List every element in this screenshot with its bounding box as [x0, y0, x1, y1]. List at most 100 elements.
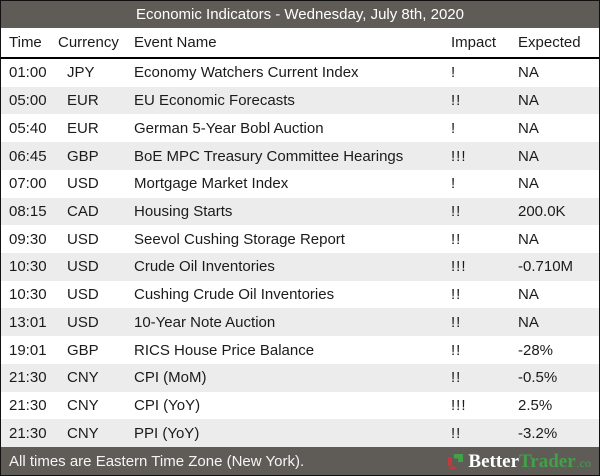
- table-row: 08:15 CAD Housing Starts !! 200.0K: [1, 197, 599, 226]
- cell-currency: CNY: [67, 396, 99, 414]
- cell-event: RICS House Price Balance: [134, 341, 315, 359]
- table-row: 21:30 CNY CPI (MoM) !! -0.5%: [1, 363, 599, 392]
- cell-expected: NA: [518, 313, 539, 331]
- cell-event: Housing Starts: [134, 202, 233, 220]
- cell-event: CPI (YoY): [134, 396, 201, 414]
- cell-currency: JPY: [67, 64, 95, 82]
- cell-expected: NA: [518, 286, 539, 304]
- table-row: 06:45 GBP BoE MPC Treasury Committee Hea…: [1, 142, 599, 170]
- table-row: 10:30 USD Cushing Crude Oil Inventories …: [1, 280, 599, 309]
- cell-currency: CNY: [67, 424, 99, 442]
- table-row: 21:30 CNY PPI (YoY) !! -3.2%: [1, 419, 599, 448]
- cell-impact: !!: [451, 313, 462, 331]
- cell-time: 06:45: [9, 147, 47, 165]
- bettertrader-logo[interactable]: Better Trader .co: [448, 452, 591, 471]
- cell-currency: GBP: [67, 341, 99, 359]
- cell-currency: USD: [67, 175, 99, 193]
- cell-expected: NA: [518, 175, 539, 193]
- timezone-note: All times are Eastern Time Zone (New Yor…: [9, 452, 305, 470]
- column-header-event: Event Name: [134, 34, 217, 51]
- cell-time: 09:30: [9, 230, 47, 248]
- cell-time: 19:01: [9, 341, 47, 359]
- cell-time: 10:30: [9, 286, 47, 304]
- cell-event: EU Economic Forecasts: [134, 92, 295, 110]
- table-row: 05:40 EUR German 5-Year Bobl Auction ! N…: [1, 114, 599, 143]
- column-header-time: Time: [9, 34, 42, 51]
- cell-time: 05:00: [9, 92, 47, 110]
- table-row: 05:00 EUR EU Economic Forecasts !! NA: [1, 86, 599, 115]
- cell-currency: USD: [67, 258, 99, 276]
- cell-expected: -0.5%: [518, 369, 558, 387]
- cell-expected: NA: [518, 230, 539, 248]
- cell-expected: NA: [518, 64, 539, 82]
- cell-expected: 200.0K: [518, 202, 566, 220]
- cell-impact: !: [451, 64, 457, 82]
- cell-expected: -0.710M: [518, 258, 574, 276]
- cell-impact: !!: [451, 369, 462, 387]
- table-body: 01:00 JPY Economy Watchers Current Index…: [1, 59, 599, 448]
- cell-currency: USD: [67, 313, 99, 331]
- cell-event: Cushing Crude Oil Inventories: [134, 286, 335, 304]
- cell-time: 21:30: [9, 369, 47, 387]
- page-title: Economic Indicators - Wednesday, July 8t…: [136, 6, 464, 23]
- cell-time: 21:30: [9, 424, 47, 442]
- cell-expected: NA: [518, 92, 539, 110]
- cell-expected: 2.5%: [518, 396, 553, 414]
- table-row: 21:30 CNY CPI (YoY) !!! 2.5%: [1, 391, 599, 420]
- cell-event: Mortgage Market Index: [134, 175, 289, 193]
- cell-time: 08:15: [9, 202, 47, 220]
- table-header-row: Time Currency Event Name Impact Expected: [1, 28, 599, 57]
- cell-impact: !!: [451, 92, 462, 110]
- cell-event: 10-Year Note Auction: [134, 313, 276, 331]
- cell-currency: EUR: [67, 119, 99, 137]
- cell-event: CPI (MoM): [134, 369, 207, 387]
- cell-time: 05:40: [9, 119, 47, 137]
- cell-event: PPI (YoY): [134, 424, 200, 442]
- logo-text-tld: .co: [576, 455, 591, 470]
- cell-currency: GBP: [67, 147, 99, 165]
- cell-expected: -3.2%: [518, 424, 558, 442]
- table-row: 19:01 GBP RICS House Price Balance !! -2…: [1, 336, 599, 364]
- header-divider: [1, 57, 599, 59]
- cell-currency: CAD: [67, 202, 99, 220]
- table-row: 07:00 USD Mortgage Market Index ! NA: [1, 169, 599, 198]
- cell-event: Economy Watchers Current Index: [134, 64, 359, 82]
- cell-currency: USD: [67, 230, 99, 248]
- cell-impact: !!: [451, 341, 462, 359]
- cell-time: 10:30: [9, 258, 47, 276]
- bettertrader-logo-icon: [448, 453, 464, 469]
- cell-expected: -28%: [518, 341, 554, 359]
- cell-event: German 5-Year Bobl Auction: [134, 119, 324, 137]
- column-header-currency: Currency: [58, 34, 119, 51]
- cell-expected: NA: [518, 147, 539, 165]
- cell-currency: USD: [67, 286, 99, 304]
- cell-currency: EUR: [67, 92, 99, 110]
- cell-impact: !!!: [451, 396, 467, 414]
- cell-event: Seevol Cushing Storage Report: [134, 230, 345, 248]
- logo-text-trader: Trader: [519, 450, 576, 472]
- cell-event: BoE MPC Treasury Committee Hearings: [134, 147, 404, 165]
- cell-impact: !!!: [451, 258, 467, 276]
- cell-time: 01:00: [9, 64, 47, 82]
- column-header-impact: Impact: [451, 34, 497, 51]
- table-row: 01:00 JPY Economy Watchers Current Index…: [1, 59, 599, 87]
- table-row: 10:30 USD Crude Oil Inventories !!! -0.7…: [1, 253, 599, 281]
- cell-impact: !!!: [451, 147, 467, 165]
- cell-expected: NA: [518, 119, 539, 137]
- cell-impact: !!: [451, 286, 462, 304]
- cell-event: Crude Oil Inventories: [134, 258, 275, 276]
- cell-time: 07:00: [9, 175, 47, 193]
- cell-time: 21:30: [9, 396, 47, 414]
- table-row: 13:01 USD 10-Year Note Auction !! NA: [1, 308, 599, 337]
- table-row: 09:30 USD Seevol Cushing Storage Report …: [1, 225, 599, 254]
- column-header-expected: Expected: [518, 34, 581, 51]
- footer-bar: All times are Eastern Time Zone (New Yor…: [1, 447, 599, 475]
- cell-currency: CNY: [67, 369, 99, 387]
- cell-impact: !!: [451, 202, 462, 220]
- cell-impact: !: [451, 119, 457, 137]
- logo-text-better: Better: [468, 450, 520, 472]
- cell-time: 13:01: [9, 313, 47, 331]
- cell-impact: !!: [451, 424, 462, 442]
- cell-impact: !: [451, 175, 457, 193]
